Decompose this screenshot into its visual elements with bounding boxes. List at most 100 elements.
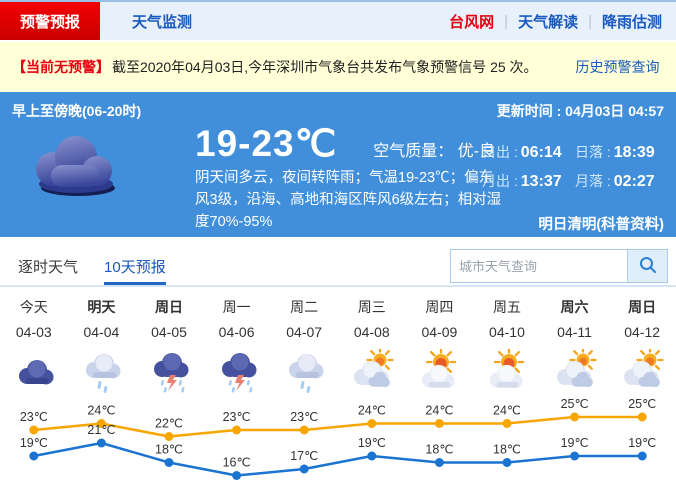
day-name: 周二 xyxy=(290,299,319,315)
day-date: 04-05 xyxy=(151,324,187,340)
current-weather-panel: 早上至傍晚(06-20时) 更新时间 : 04月03日 04:57 xyxy=(0,92,676,237)
panel-body: 19-23℃ 空气质量： 优-良 阴天间多云，夜间转阵雨；气温19-23℃；偏东… xyxy=(0,122,676,237)
day-date: 04-09 xyxy=(421,324,458,340)
nav-links: 台风网 | 天气解读 | 降雨估测 xyxy=(449,2,676,40)
day-date: 04-10 xyxy=(489,324,525,340)
day-name: 今天 xyxy=(19,299,48,315)
update-time-value: 04月03日 04:57 xyxy=(565,103,664,119)
temperature-chart: 23℃ 24℃ 22℃ 23℃ 23℃ 24℃ 24℃ 24℃ 25℃ 25℃ 19℃ 21℃ 18℃ 1… xyxy=(20,397,656,480)
day-date: 04-11 xyxy=(557,324,592,340)
weather-icons-row xyxy=(0,345,676,397)
partly-cloudy-icon xyxy=(608,345,676,397)
high_temp-label: 24℃ xyxy=(425,404,453,418)
low_temp-label: 17℃ xyxy=(290,449,318,463)
low_temp-label: 21℃ xyxy=(87,423,115,437)
forecast-day-column: 周一 04-06 xyxy=(203,295,271,345)
nav-link[interactable]: 降雨估测 xyxy=(601,13,662,31)
sun-moon-value: 06:14 xyxy=(520,144,562,161)
sun-moon-panel: 日出 :06:14 日落 :18:39 月出 :13:37 月落 :02:27 明日清… xyxy=(482,142,664,234)
high_temp-label: 22℃ xyxy=(155,417,183,431)
nav-link[interactable]: 台风网 xyxy=(449,13,495,31)
high_temp-label: 23℃ xyxy=(20,410,48,424)
sun-moon-grid: 日出 :06:14 日落 :18:39 月出 :13:37 月落 :02:27 xyxy=(482,142,664,191)
nav-tab-warning-forecast[interactable]: 预警预报 xyxy=(0,2,100,40)
sun-cloud-icon xyxy=(406,345,474,397)
history-warning-link[interactable]: 历史预警查询 xyxy=(575,59,660,75)
partly-cloudy-icon xyxy=(338,345,406,397)
high_temp-point xyxy=(434,419,444,428)
temp-and-aqi: 19-23℃ 空气质量： 优-良 xyxy=(195,122,495,165)
sun-cloud-icon xyxy=(473,345,541,397)
air-quality-label: 空气质量： xyxy=(373,143,458,160)
high_temp-label: 23℃ xyxy=(290,410,318,424)
low_temp-point xyxy=(96,438,106,448)
overcast-cloud-icon xyxy=(26,128,122,205)
tab-hourly-weather[interactable]: 逐时天气 xyxy=(18,258,79,276)
day-date: 04-12 xyxy=(624,324,661,340)
day-date: 04-07 xyxy=(286,324,323,340)
day-date: 04-03 xyxy=(15,324,52,340)
day-date: 04-08 xyxy=(353,324,390,340)
day-name: 周六 xyxy=(560,299,589,315)
nav-tab-weather-monitor[interactable]: 天气监测 xyxy=(132,13,193,31)
shower-icon xyxy=(270,345,338,397)
sun-moon-label: 日出 : xyxy=(482,144,518,160)
high_temp-point xyxy=(96,419,106,428)
temperature-range: 19-23℃ xyxy=(195,123,338,164)
low_temp-line xyxy=(33,441,643,477)
high_temp-point xyxy=(29,425,39,435)
low_temp-point xyxy=(367,451,377,461)
tomorrow-note[interactable]: 明日清明(科普资料) xyxy=(538,217,664,233)
thunderstorm-icon xyxy=(135,345,203,397)
update-time-label: 更新时间 : xyxy=(496,103,566,119)
high_temp-point xyxy=(232,425,242,435)
low_temp-point xyxy=(502,458,512,467)
thunderstorm-icon xyxy=(203,345,271,397)
low_temp-point xyxy=(299,464,309,474)
sun-moon-item: 日出 :06:14 xyxy=(482,142,571,162)
sun-moon-label: 日落 : xyxy=(575,144,611,160)
shower-icon xyxy=(68,345,136,397)
weather-description: 阴天间多云，夜间转阵雨；气温19-23℃；偏东风3级，沿海、高地和海区阵风6级左… xyxy=(195,170,502,230)
forecast-day-column: 周六 04-11 xyxy=(541,295,609,345)
high_temp-point xyxy=(637,412,647,422)
low_temp-point xyxy=(434,458,444,467)
day-header-row: 今天 04-03 明天 04-04 周日 04-05 周一 04-06 周二 04-07 周三 04-… xyxy=(0,287,676,345)
update-time: 更新时间 : 04月03日 04:57 xyxy=(497,101,664,121)
forecast-day-column: 周日 04-12 xyxy=(608,295,676,345)
high_temp-label: 23℃ xyxy=(223,410,251,424)
high_temp-point xyxy=(367,419,377,428)
forecast-tabs: 逐时天气 10天预报 xyxy=(0,247,166,285)
sun-moon-label: 月出 : xyxy=(482,173,518,189)
low_temp-label: 18℃ xyxy=(155,443,183,457)
low_temp-point xyxy=(29,451,39,461)
day-name: 周五 xyxy=(492,299,521,315)
nav-link[interactable]: 天气解读 xyxy=(518,13,579,31)
forecast-day-column: 周日 04-05 xyxy=(135,295,203,345)
search-icon xyxy=(638,255,658,278)
sun-moon-value: 13:37 xyxy=(520,173,562,190)
forecast-tabs-row: 逐时天气 10天预报 xyxy=(0,247,676,287)
high_temp-point xyxy=(570,412,580,422)
high_temp-label: 25℃ xyxy=(628,397,656,411)
day-name: 周三 xyxy=(357,299,386,315)
high_temp-label: 24℃ xyxy=(493,404,521,418)
forecast-day-column: 今天 04-03 xyxy=(0,295,68,345)
ten-day-forecast: 今天 04-03 明天 04-04 周日 04-05 周一 04-06 周二 04-07 周三 04-… xyxy=(0,287,676,492)
sun-moon-item: 月落 :02:27 xyxy=(575,171,664,191)
low_temp-label: 19℃ xyxy=(358,436,386,450)
low_temp-label: 18℃ xyxy=(425,443,453,457)
day-name: 周日 xyxy=(628,299,657,315)
search-input[interactable] xyxy=(450,249,628,283)
sun-moon-item: 月出 :13:37 xyxy=(482,171,571,191)
high_temp-point xyxy=(502,419,512,428)
search-button[interactable] xyxy=(628,249,668,283)
low_temp-label: 19℃ xyxy=(561,436,589,450)
high_temp-label: 24℃ xyxy=(358,404,386,418)
alert-bar: 【当前无预警】 截至2020年04月03日,今年深圳市气象台共发布气象预警信号 … xyxy=(0,42,676,92)
tab-10day-forecast[interactable]: 10天预报 xyxy=(104,247,166,285)
forecast-day-column: 周三 04-08 xyxy=(338,295,406,345)
partly-cloudy-icon xyxy=(541,345,609,397)
forecast-day-column: 周五 04-10 xyxy=(473,295,541,345)
